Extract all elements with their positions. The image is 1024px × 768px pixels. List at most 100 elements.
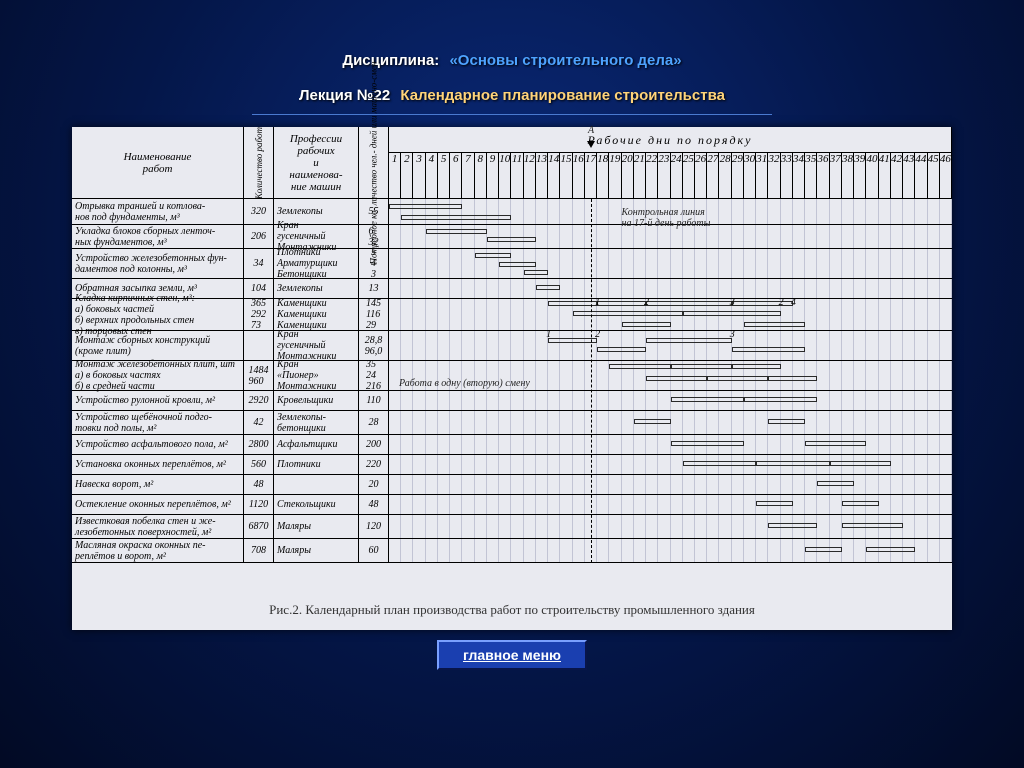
gantt-bar <box>842 523 903 528</box>
day-header-17: 17 <box>585 153 597 199</box>
gantt-bar <box>597 301 646 306</box>
day-header-36: 36 <box>817 153 829 199</box>
bar-mark: 3 <box>730 297 735 308</box>
gantt-bar <box>732 364 781 369</box>
table-row: Устройство асфальтового пола, м²2800Асфа… <box>72 435 952 455</box>
day-header-8: 8 <box>475 153 487 199</box>
a-marker: А <box>588 125 594 136</box>
row-gantt <box>389 475 952 494</box>
day-header-40: 40 <box>866 153 878 199</box>
day-header-33: 33 <box>781 153 793 199</box>
day-header-25: 25 <box>683 153 695 199</box>
gantt-bar <box>805 547 842 552</box>
gantt-bar <box>646 376 707 381</box>
bar-mark: 1 <box>595 297 600 308</box>
row-gantt <box>389 249 952 278</box>
days-title: Рабочие дни по порядку <box>389 127 951 153</box>
table-row: Установка оконных переплётов, м²560Плотн… <box>72 455 952 475</box>
row-gantt <box>389 455 952 474</box>
gantt-bar <box>401 215 511 220</box>
table-row: Кладка кирпичных стен, м³: а) боковых ча… <box>72 299 952 331</box>
gantt-bar <box>744 322 805 327</box>
day-header-28: 28 <box>719 153 731 199</box>
col-header-qty: Количество работ <box>244 127 274 199</box>
day-header-37: 37 <box>830 153 842 199</box>
gantt-bar <box>732 301 793 306</box>
row-gantt: 231 <box>389 331 952 360</box>
day-header-22: 22 <box>646 153 658 199</box>
main-menu-button[interactable]: главное меню <box>437 640 587 670</box>
day-header-43: 43 <box>903 153 915 199</box>
gantt-bar <box>475 253 512 258</box>
day-header-2: 2 <box>401 153 413 199</box>
gantt-bar <box>707 376 768 381</box>
row-gantt <box>389 411 952 434</box>
shift-annotation: Работа в одну (вторую) смену <box>399 378 530 389</box>
gantt-bar <box>768 376 817 381</box>
bar-mark: 2 <box>595 329 600 340</box>
day-header-42: 42 <box>891 153 903 199</box>
day-header-11: 11 <box>511 153 523 199</box>
day-header-23: 23 <box>658 153 670 199</box>
gantt-bar <box>634 419 671 424</box>
gantt-bar <box>671 397 744 402</box>
day-header-10: 10 <box>499 153 511 199</box>
figure-caption: Рис.2. Календарный план производства раб… <box>72 602 952 624</box>
day-header-44: 44 <box>915 153 927 199</box>
bar-mark: 4 <box>791 297 796 308</box>
day-header-35: 35 <box>805 153 817 199</box>
day-header-30: 30 <box>744 153 756 199</box>
discipline-name: «Основы строительного дела» <box>449 52 681 69</box>
day-header-7: 7 <box>462 153 474 199</box>
day-header-1: 1 <box>389 153 401 199</box>
gantt-bar <box>805 441 866 446</box>
gantt-bar <box>597 347 646 352</box>
gantt-bar <box>646 301 732 306</box>
table-row: Монтаж сборных конструкций (кроме плит)К… <box>72 331 952 361</box>
lecture-topic: Календарное планирование строительства <box>400 87 725 104</box>
row-gantt: Работа в одну (вторую) смену <box>389 361 952 390</box>
gantt-bar <box>842 501 879 506</box>
gantt-bar <box>756 501 793 506</box>
row-gantt <box>389 391 952 410</box>
row-gantt <box>389 435 952 454</box>
control-line-annotation: Контрольная линия на 17-й день работы <box>622 207 711 229</box>
day-header-24: 24 <box>671 153 683 199</box>
table-row: Устройство рулонной кровли, м²2920Кровел… <box>72 391 952 411</box>
col-header-prof: Профессии рабочих и наименова- ние машин <box>274 127 359 199</box>
slide-title: Дисциплина: «Основы строительного дела» … <box>0 0 1024 115</box>
gantt-bar <box>866 547 915 552</box>
day-header-45: 45 <box>928 153 940 199</box>
gantt-bar <box>609 364 670 369</box>
gantt-bar <box>768 523 817 528</box>
day-header-38: 38 <box>842 153 854 199</box>
gantt-bar <box>756 461 829 466</box>
day-header-26: 26 <box>695 153 707 199</box>
gantt-bar <box>683 311 781 316</box>
row-gantt: 23142 <box>389 299 952 330</box>
table-row: Навеска ворот, м²4820 <box>72 475 952 495</box>
control-dashed-line <box>591 199 592 563</box>
gantt-bar <box>671 364 732 369</box>
bar-mark: 1 <box>546 329 551 340</box>
schedule-body: Отрывка траншей и котлова- нов под фунда… <box>72 199 952 598</box>
gantt-bar <box>487 237 536 242</box>
day-header-15: 15 <box>560 153 572 199</box>
schedule-page: Наименование работ Количество работ Проф… <box>72 127 952 630</box>
day-header-18: 18 <box>597 153 609 199</box>
table-row: Устройство железобетонных фун- даментов … <box>72 249 952 279</box>
row-gantt <box>389 495 952 514</box>
gantt-bar <box>622 322 671 327</box>
bar-mark: 2 <box>779 297 784 308</box>
day-header-46: 46 <box>940 153 952 199</box>
col-header-days: Рабочие дни по порядку 12345678910111213… <box>389 127 952 199</box>
gantt-bar <box>536 285 560 290</box>
gantt-bar <box>389 204 462 209</box>
day-header-6: 6 <box>450 153 462 199</box>
gantt-bar <box>671 441 744 446</box>
col-header-name: Наименование работ <box>72 127 244 199</box>
table-row: Устройство щебёночной подго- товки под п… <box>72 411 952 435</box>
day-header-14: 14 <box>548 153 560 199</box>
table-row: Остекление оконных переплётов, м²1120Сте… <box>72 495 952 515</box>
table-row: Укладка блоков сборных ленточ- ных фунда… <box>72 225 952 249</box>
